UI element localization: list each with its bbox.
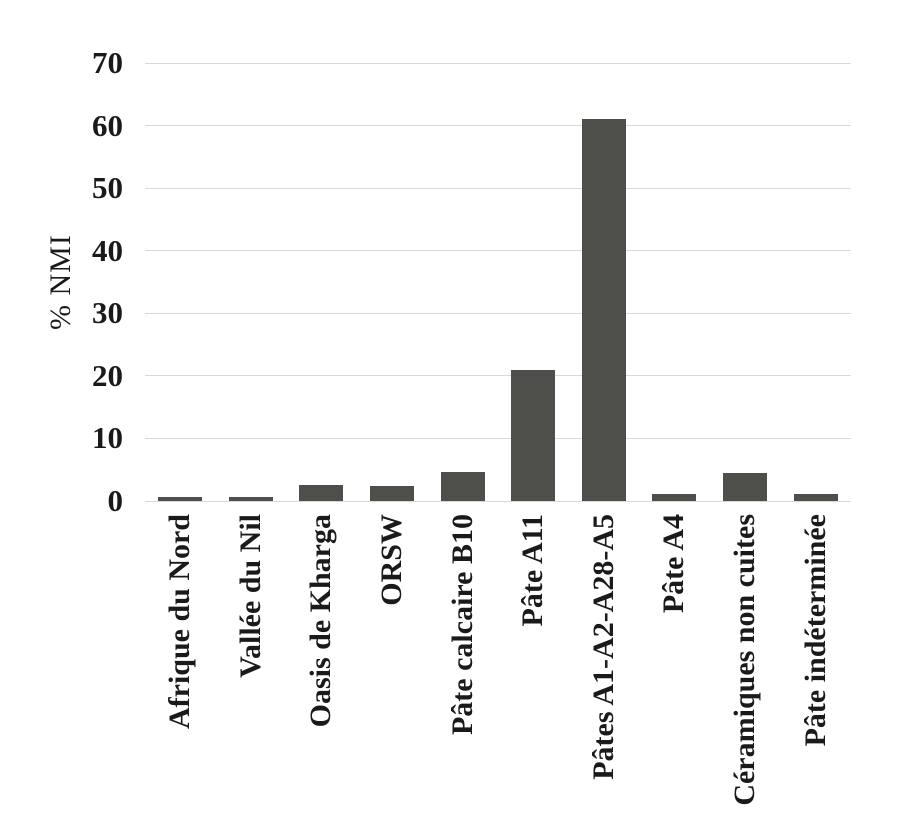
y-tick-label: 60 [92,107,123,143]
y-tick-label: 0 [107,483,124,518]
x-axis-category-labels: Afrique du Nord Vallée du Nil Oasis de Kha… [145,514,851,816]
gridline [145,437,851,439]
x-category-label: Afrique du Nord [163,514,197,730]
x-label-slot: Afrique du Nord [145,514,216,816]
y-tick-label: 10 [92,420,123,456]
y-tick-label: 20 [92,357,123,393]
gridline [145,125,851,127]
bar-slot [427,63,498,501]
x-category-label: Pâte indéterminée [798,514,832,747]
y-tick-label: 50 [92,170,123,206]
x-category-label: Pâte calcaire B10 [445,514,479,736]
bar [299,485,344,501]
bar [370,485,415,501]
y-tick-label: 30 [92,295,123,331]
x-label-slot: Pâtes A1-A2-A28-A5 [569,514,640,816]
bar-slot [780,63,851,501]
y-tick-label: 70 [92,45,123,80]
gridline [145,500,851,502]
bar-slot [216,63,287,501]
bar-slot [710,63,781,501]
gridline [145,375,851,377]
bar [511,369,556,501]
bar [793,494,838,501]
x-category-label: Pâtes A1-A2-A28-A5 [586,514,620,780]
bar-slot [498,63,569,501]
x-label-slot: ORSW [357,514,428,816]
x-label-slot: Pâte calcaire B10 [427,514,498,816]
x-label-slot: Pâte A11 [498,514,569,816]
y-tick-label: 40 [92,232,123,268]
bar [440,472,485,501]
bar-slot [286,63,357,501]
bar [652,493,697,501]
bar-slot [145,63,216,501]
gridline [145,250,851,252]
bar [158,497,203,501]
x-label-slot: Pâte A4 [639,514,710,816]
x-category-label: Vallée du Nil [233,514,267,678]
x-category-label: Oasis de Kharga [304,514,338,728]
x-category-label: Céramiques non cuites [728,514,762,806]
x-label-slot: Vallée du Nil [216,514,287,816]
x-label-slot: Pâte indéterminée [780,514,851,816]
x-label-slot: Céramiques non cuites [710,514,781,816]
bar [581,119,626,501]
x-category-label: Pâte A4 [657,514,691,614]
bar-slot [357,63,428,501]
x-category-label: Pâte A11 [516,514,550,627]
gridline [145,62,851,64]
x-label-slot: Oasis de Kharga [286,514,357,816]
gridline [145,312,851,314]
bars-layer [145,63,851,501]
bar [228,497,273,501]
bar-slot [639,63,710,501]
gridline [145,187,851,189]
bar-slot [569,63,640,501]
bar [723,472,768,501]
plot-area: 0 10 20 30 40 50 60 70 [92,47,851,517]
x-category-label: ORSW [375,514,409,606]
